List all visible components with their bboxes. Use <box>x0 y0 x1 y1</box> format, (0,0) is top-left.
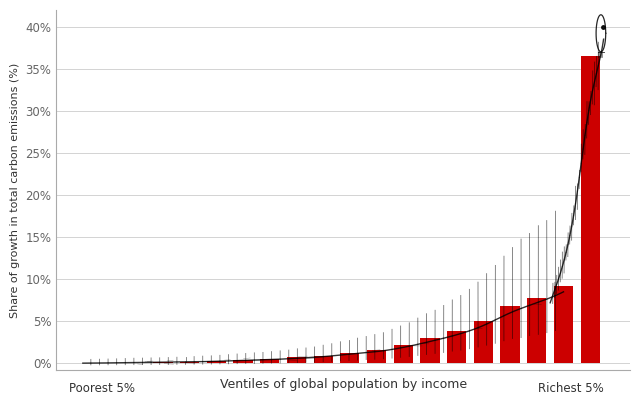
Bar <box>580 56 600 364</box>
Bar <box>500 306 520 364</box>
Text: Poorest 5%: Poorest 5% <box>70 382 136 395</box>
Bar <box>260 359 280 364</box>
Bar <box>447 331 467 364</box>
Bar <box>340 353 360 364</box>
Bar <box>367 350 386 364</box>
Y-axis label: Share of growth in total carbon emissions (%): Share of growth in total carbon emission… <box>10 62 20 318</box>
Bar <box>474 321 493 364</box>
Bar <box>287 357 306 364</box>
Bar <box>100 363 119 364</box>
Bar <box>527 298 547 364</box>
Bar <box>314 356 333 364</box>
Text: Richest 5%: Richest 5% <box>538 382 604 395</box>
Bar <box>154 362 173 364</box>
Bar <box>394 345 413 364</box>
Bar <box>127 363 146 364</box>
Bar <box>234 360 253 364</box>
Bar <box>180 362 199 364</box>
Bar <box>420 338 440 364</box>
X-axis label: Ventiles of global population by income: Ventiles of global population by income <box>220 378 467 391</box>
Bar <box>207 361 226 364</box>
Bar <box>554 286 573 364</box>
Bar <box>73 363 92 364</box>
